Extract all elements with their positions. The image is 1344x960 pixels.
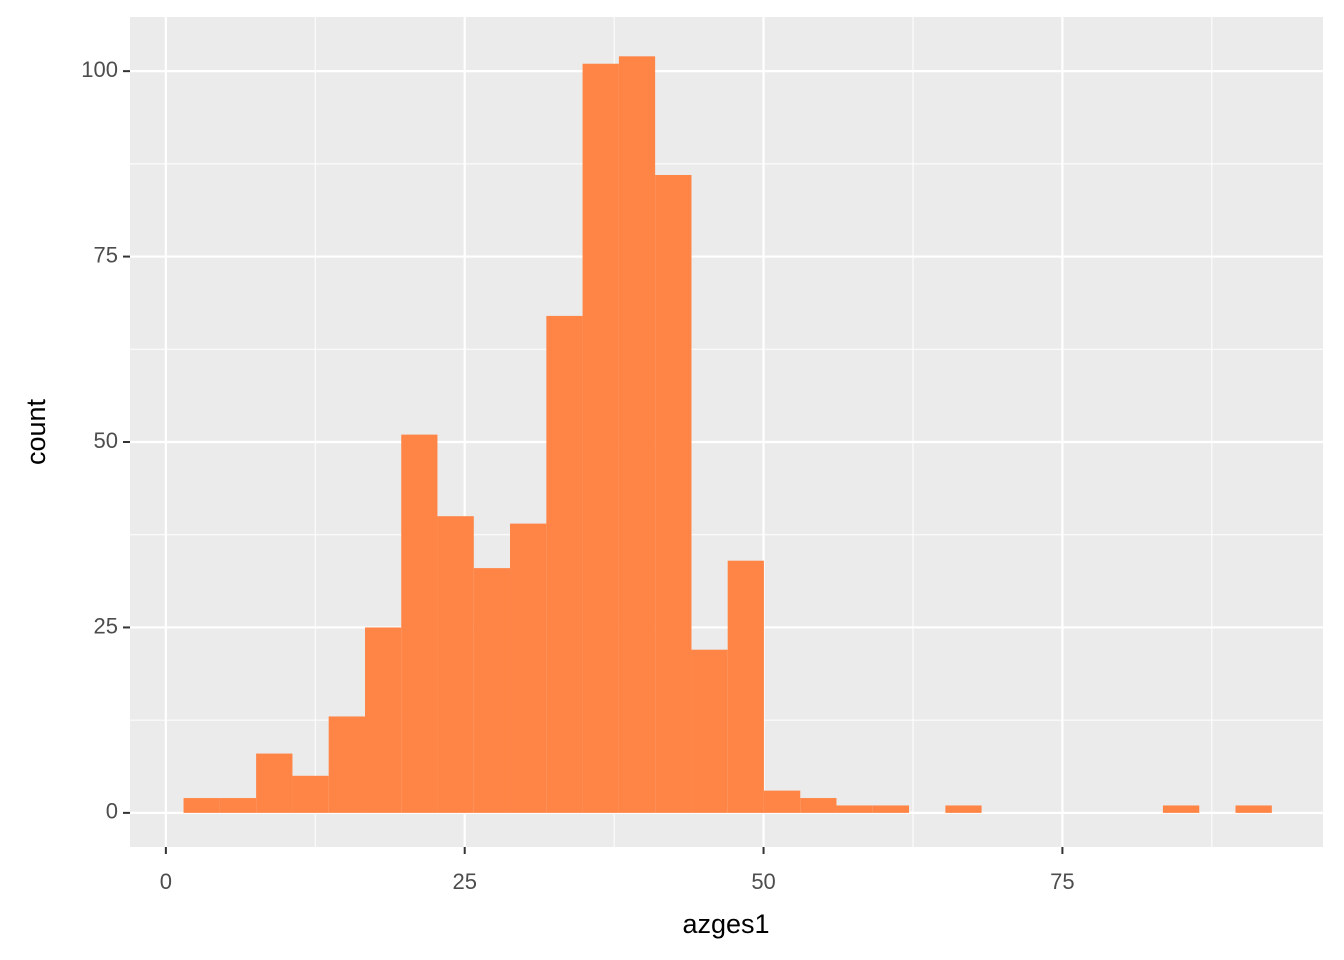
bar bbox=[691, 649, 728, 813]
y-axis-title: count bbox=[21, 398, 51, 465]
bar bbox=[292, 775, 329, 813]
y-tick-label: 100 bbox=[81, 57, 118, 82]
bar bbox=[1235, 805, 1272, 813]
bar bbox=[256, 753, 293, 813]
bar bbox=[1162, 805, 1200, 813]
bar bbox=[546, 315, 583, 813]
x-tick-label: 0 bbox=[160, 869, 172, 894]
bar bbox=[582, 63, 619, 813]
bar bbox=[836, 805, 873, 813]
bar bbox=[800, 798, 837, 813]
bar bbox=[655, 174, 692, 813]
bar bbox=[945, 805, 982, 813]
x-axis-title: azges1 bbox=[682, 909, 769, 939]
bar bbox=[437, 516, 474, 813]
y-tick-label: 75 bbox=[94, 242, 118, 267]
bar bbox=[727, 560, 764, 813]
bar bbox=[872, 805, 910, 813]
bar bbox=[510, 523, 547, 813]
bar bbox=[219, 798, 257, 813]
bar bbox=[763, 790, 801, 813]
bar bbox=[618, 56, 656, 813]
x-tick-label: 50 bbox=[751, 869, 775, 894]
y-tick-label: 0 bbox=[106, 799, 118, 824]
y-tick-label: 25 bbox=[94, 613, 118, 638]
x-tick-label: 75 bbox=[1050, 869, 1074, 894]
y-tick-label: 50 bbox=[94, 428, 118, 453]
bar bbox=[328, 716, 366, 813]
bar bbox=[365, 627, 402, 813]
bar bbox=[183, 798, 220, 813]
bar bbox=[473, 568, 511, 813]
bar bbox=[401, 434, 438, 813]
x-tick-label: 25 bbox=[452, 869, 476, 894]
